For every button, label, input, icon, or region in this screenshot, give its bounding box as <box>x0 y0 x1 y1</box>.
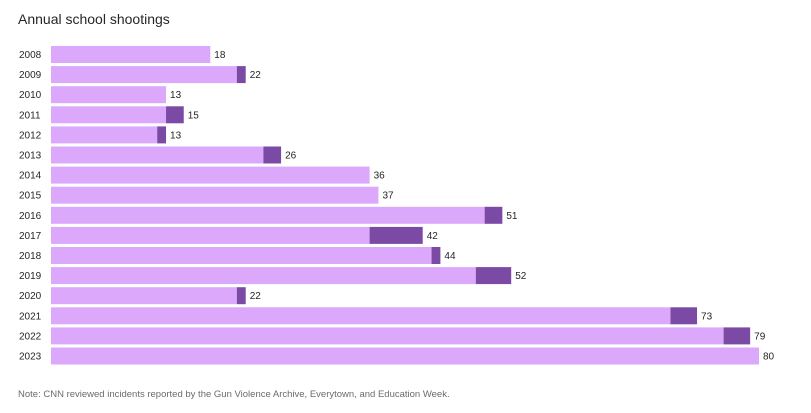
data-label: 52 <box>515 271 527 282</box>
data-label: 79 <box>754 331 766 342</box>
bar-segment-secondary <box>157 126 167 144</box>
data-label: 26 <box>285 151 297 162</box>
bar-segment-secondary <box>670 307 698 325</box>
y-tick-label: 2008 <box>19 50 42 61</box>
bar-chart: 2008 18 2009 22 2010 13 2011 15 2012 13 2013 26 2014… <box>19 46 775 365</box>
bar-segment-primary <box>51 287 237 305</box>
bar-segment-primary <box>51 126 158 144</box>
y-tick-label: 2021 <box>19 311 42 322</box>
y-tick-label: 2012 <box>19 130 42 141</box>
y-tick-label: 2013 <box>19 151 42 162</box>
y-tick-label: 2018 <box>19 251 42 262</box>
chart-title: Annual school shootings <box>18 11 170 27</box>
y-tick-label: 2022 <box>19 331 42 342</box>
bar-segment-secondary <box>236 66 246 84</box>
bar-segment-primary <box>51 226 370 244</box>
data-label: 15 <box>188 110 200 121</box>
chart-note: Note: CNN reviewed incidents reported by… <box>18 389 450 400</box>
data-label: 51 <box>506 211 518 222</box>
bar-segment-primary <box>51 307 671 325</box>
bar-segment-secondary <box>723 327 751 345</box>
bar-segment-primary <box>51 66 237 84</box>
data-label: 13 <box>170 130 182 141</box>
bar-segment-secondary <box>475 267 512 285</box>
y-tick-label: 2014 <box>19 171 42 182</box>
data-label: 36 <box>374 171 386 182</box>
y-tick-label: 2010 <box>19 90 42 101</box>
bar-segment-primary <box>51 267 476 285</box>
bar-segment-primary <box>51 347 759 365</box>
data-label: 18 <box>214 50 226 61</box>
bar-segment-primary <box>51 327 724 345</box>
y-tick-label: 2009 <box>19 70 42 81</box>
bar-segment-secondary <box>431 247 441 264</box>
bar-segment-primary <box>51 166 370 184</box>
bar-segment-primary <box>51 86 167 104</box>
y-tick-label: 2020 <box>19 291 42 302</box>
bar-segment-primary <box>51 186 379 204</box>
bar-segment-primary <box>51 247 432 264</box>
data-label: 44 <box>444 251 456 262</box>
bar-segment-secondary <box>236 287 246 305</box>
data-label: 13 <box>170 90 182 101</box>
y-tick-label: 2016 <box>19 211 42 222</box>
y-tick-label: 2017 <box>19 231 42 242</box>
y-tick-label: 2015 <box>19 191 42 202</box>
y-tick-label: 2019 <box>19 271 42 282</box>
bar-segment-secondary <box>484 206 503 224</box>
bar-segment-primary <box>51 46 211 63</box>
y-tick-label: 2023 <box>19 352 42 363</box>
bar-group: 2008 18 2009 22 2010 13 2011 15 2012 13 2013 26 2014… <box>19 46 775 365</box>
data-label: 73 <box>701 311 713 322</box>
bar-segment-secondary <box>166 106 184 124</box>
bar-segment-secondary <box>263 146 282 164</box>
data-label: 42 <box>427 231 439 242</box>
data-label: 22 <box>250 70 262 81</box>
bar-segment-secondary <box>369 226 423 244</box>
bar-segment-primary <box>51 206 485 224</box>
data-label: 22 <box>250 291 262 302</box>
bar-segment-primary <box>51 106 167 124</box>
data-label: 80 <box>763 352 775 363</box>
y-tick-label: 2011 <box>19 110 41 121</box>
data-label: 37 <box>382 191 394 202</box>
bar-segment-primary <box>51 146 264 164</box>
